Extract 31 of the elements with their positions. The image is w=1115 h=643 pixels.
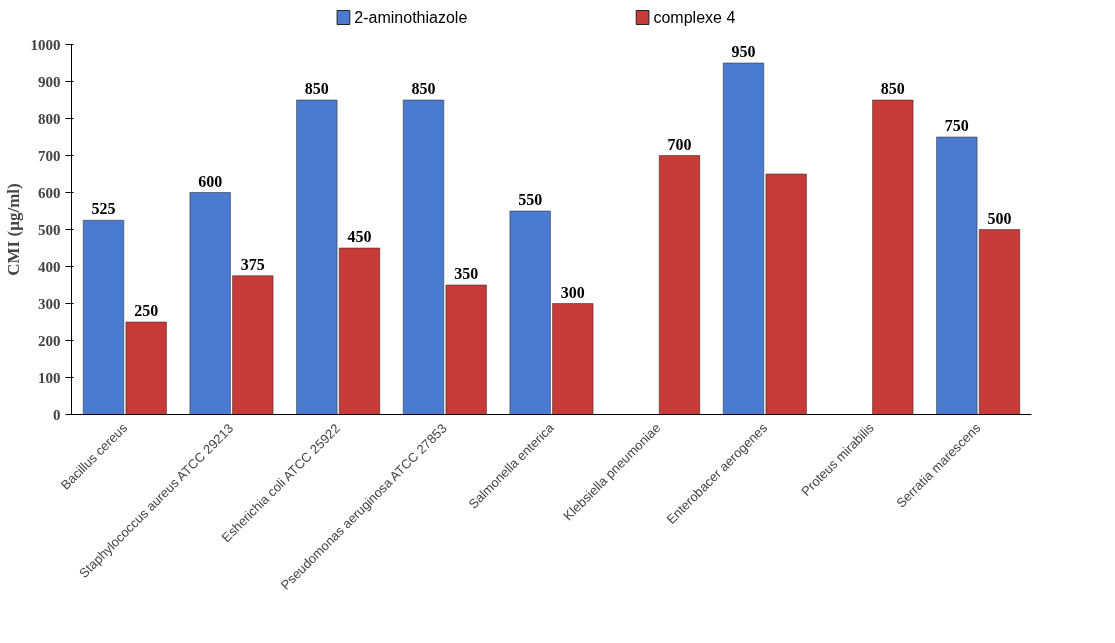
data-label: 250 xyxy=(134,302,159,319)
y-tick-label: 0 xyxy=(53,406,61,423)
data-label: 950 xyxy=(731,43,756,60)
bar xyxy=(872,99,914,415)
data-label: 550 xyxy=(518,191,543,208)
data-label: 850 xyxy=(304,80,329,97)
data-label: 700 xyxy=(667,135,692,153)
data-label: 600 xyxy=(198,172,223,190)
y-tick-label: 300 xyxy=(38,295,61,312)
y-tick-label: 600 xyxy=(38,184,61,201)
y-tick-label: 700 xyxy=(38,147,61,164)
data-label: 850 xyxy=(880,80,905,97)
legend-label: 2-aminothiazole xyxy=(354,9,468,26)
data-label: 500 xyxy=(987,209,1012,227)
y-tick-label: 800 xyxy=(38,110,61,127)
legend-label: complexe 4 xyxy=(653,9,736,26)
data-label: 750 xyxy=(944,117,969,134)
data-label: 300 xyxy=(560,283,585,301)
data-label: 450 xyxy=(347,228,372,245)
data-label: 350 xyxy=(454,265,479,282)
bar xyxy=(658,155,701,415)
y-tick-label: 500 xyxy=(38,221,61,238)
y-tick-label: 400 xyxy=(38,258,61,275)
data-label: 850 xyxy=(411,80,436,97)
y-tick-label: 900 xyxy=(38,73,61,90)
y-tick-label: 100 xyxy=(38,369,61,386)
y-tick-label: 1000 xyxy=(30,36,61,53)
data-label: 375 xyxy=(240,255,265,273)
data-label: 525 xyxy=(91,200,116,218)
y-axis-title: CMI (µg/ml) xyxy=(3,183,23,276)
y-tick-label: 200 xyxy=(38,332,61,349)
